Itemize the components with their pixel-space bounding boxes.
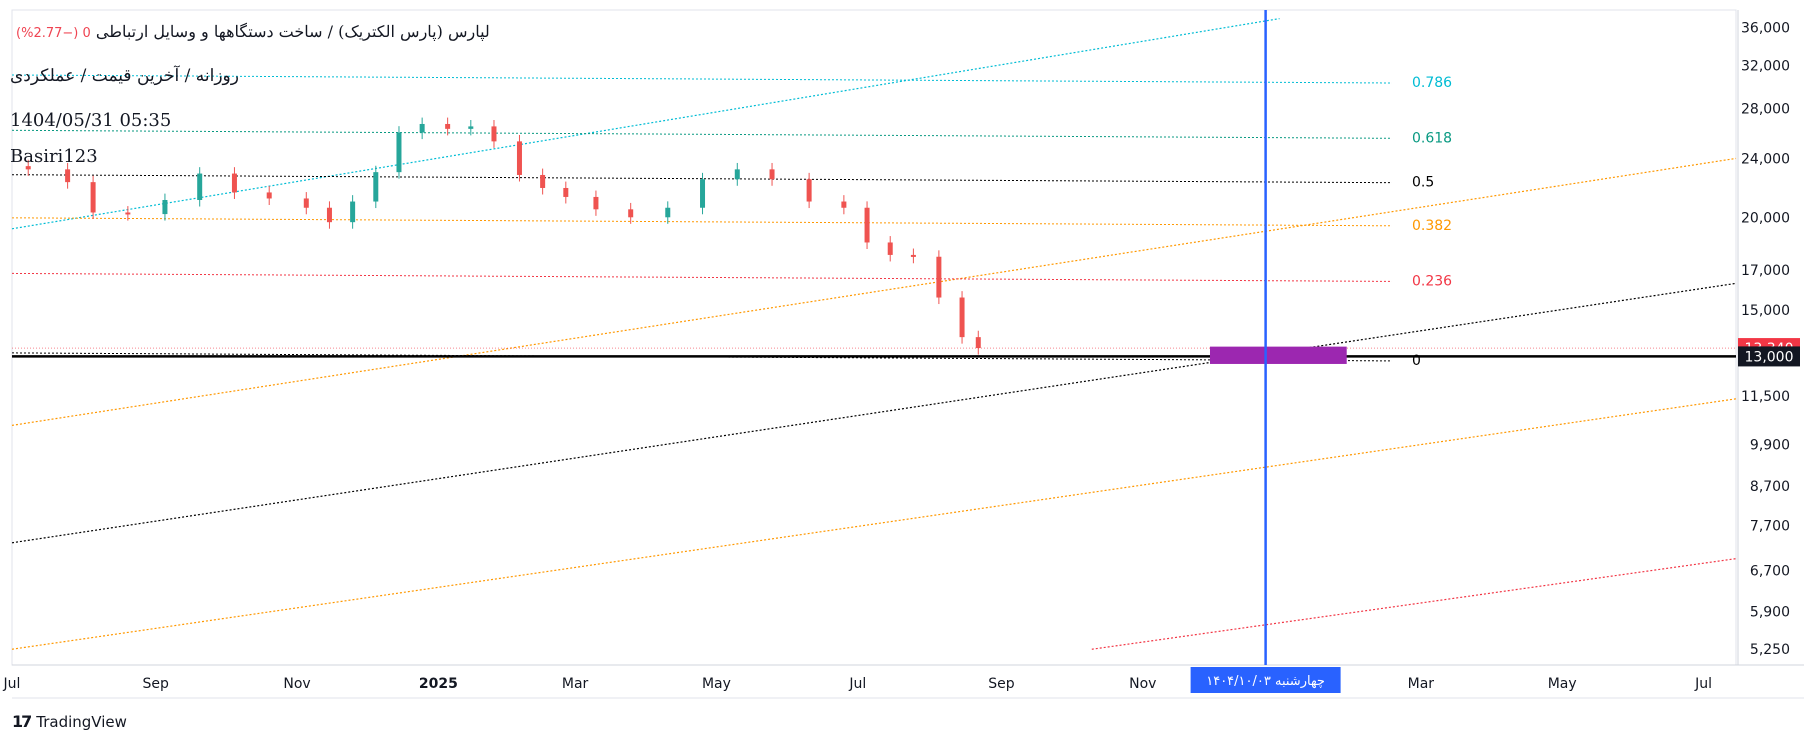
candle-body	[90, 182, 96, 213]
tradingview-brand[interactable]: 17 TradingView	[12, 712, 127, 731]
candle-body	[516, 141, 522, 175]
candle-body	[419, 123, 425, 133]
x-tick-label: Mar	[562, 676, 589, 692]
symbol-line: لپارس (پارس الکتریک) / ساخت دستگاهها و و…	[10, 22, 490, 41]
plot-frame	[11, 9, 1737, 666]
trend-line	[11, 157, 1737, 426]
x-tick-label: Jul	[1694, 676, 1712, 692]
candle-body	[162, 199, 168, 215]
candle-body	[700, 179, 706, 208]
fib-label: 0	[1412, 353, 1421, 369]
trend-line	[11, 282, 1737, 544]
candle-body	[975, 337, 981, 349]
x-tick-label: Jul	[848, 676, 866, 692]
x-tick-label: Nov	[283, 676, 310, 692]
candle-body	[806, 179, 812, 202]
x-tick-label: Sep	[142, 676, 169, 692]
y-tick-label: 15,000	[1741, 303, 1790, 319]
y-tick-label: 20,000	[1741, 210, 1790, 226]
candle-body	[65, 169, 71, 183]
brand-name: TradingView	[36, 712, 127, 731]
price-change: 0 (−2.77%)	[16, 26, 91, 41]
x-tick-label: May	[702, 676, 731, 692]
candle-body	[593, 196, 599, 210]
y-tick-label: 5,250	[1750, 642, 1790, 658]
candle-body	[734, 169, 740, 180]
fib-label: 0.236	[1412, 273, 1452, 289]
candle-body	[563, 187, 569, 197]
highlight-box	[1209, 346, 1347, 364]
price-label: 13,000	[1745, 349, 1794, 365]
trend-line	[11, 398, 1737, 650]
y-tick-label: 5,900	[1750, 605, 1790, 621]
candle-body	[540, 174, 546, 188]
candle-body	[491, 126, 497, 142]
y-tick-label: 11,500	[1741, 389, 1790, 405]
candle-body	[887, 242, 893, 255]
author-name: Basiri123	[10, 146, 98, 167]
price-label-badge	[1738, 346, 1800, 367]
y-tick-label: 6,700	[1750, 563, 1790, 579]
candle-body	[445, 123, 451, 129]
fib-line	[11, 129, 1393, 139]
candle-body	[326, 207, 332, 223]
x-tick-label: Jul	[3, 676, 21, 692]
symbol-title: لپارس (پارس الکتریک) / ساخت دستگاهها و و…	[95, 22, 490, 41]
candle-body	[231, 173, 237, 193]
interval-line: روزانه / آخرین قیمت / عملکردی	[10, 66, 239, 86]
fib-label: 0.618	[1412, 130, 1452, 146]
x-tick-label: Mar	[1408, 676, 1435, 692]
candle-body	[864, 207, 870, 243]
candle-body	[628, 209, 634, 218]
candle-body	[910, 254, 916, 257]
y-tick-label: 17,000	[1741, 263, 1790, 279]
trend-line	[1091, 558, 1737, 650]
y-tick-label: 9,900	[1750, 437, 1790, 453]
fib-label: 0.786	[1412, 75, 1452, 91]
y-tick-label: 24,000	[1741, 151, 1790, 167]
fib-label: 0.5	[1412, 175, 1434, 191]
candle-body	[303, 198, 309, 208]
y-tick-label: 36,000	[1741, 20, 1790, 36]
candle-body	[197, 173, 203, 200]
y-tick-label: 28,000	[1741, 102, 1790, 118]
y-tick-label: 32,000	[1741, 58, 1790, 74]
candle-body	[266, 192, 272, 199]
candle-body	[396, 132, 402, 173]
candle-body	[936, 256, 942, 298]
candle-body	[665, 207, 671, 218]
candle-body	[350, 201, 356, 223]
candle-body	[25, 166, 31, 170]
candle-body	[373, 172, 379, 202]
date-marker-badge	[1190, 667, 1341, 693]
x-tick-label: 2025	[419, 676, 458, 692]
x-tick-label: Nov	[1129, 676, 1156, 692]
fib-line	[11, 217, 1393, 227]
timestamp: 1404/05/31 05:35	[10, 110, 172, 131]
y-tick-label: 8,700	[1750, 479, 1790, 495]
candle-body	[769, 169, 775, 180]
candle-body	[468, 126, 474, 129]
candle-body	[959, 297, 965, 338]
candle-body	[841, 201, 847, 208]
tradingview-logo-icon: 17	[12, 712, 32, 731]
candle-body	[125, 212, 131, 215]
x-tick-label: May	[1548, 676, 1577, 692]
fib-label: 0.382	[1412, 218, 1452, 234]
x-tick-label: Sep	[988, 676, 1015, 692]
y-tick-label: 7,700	[1750, 519, 1790, 535]
fib-line	[11, 272, 1393, 282]
date-marker-label: چهارشنبه ۱۴۰۴/۱۰/۰۳	[1206, 674, 1325, 689]
